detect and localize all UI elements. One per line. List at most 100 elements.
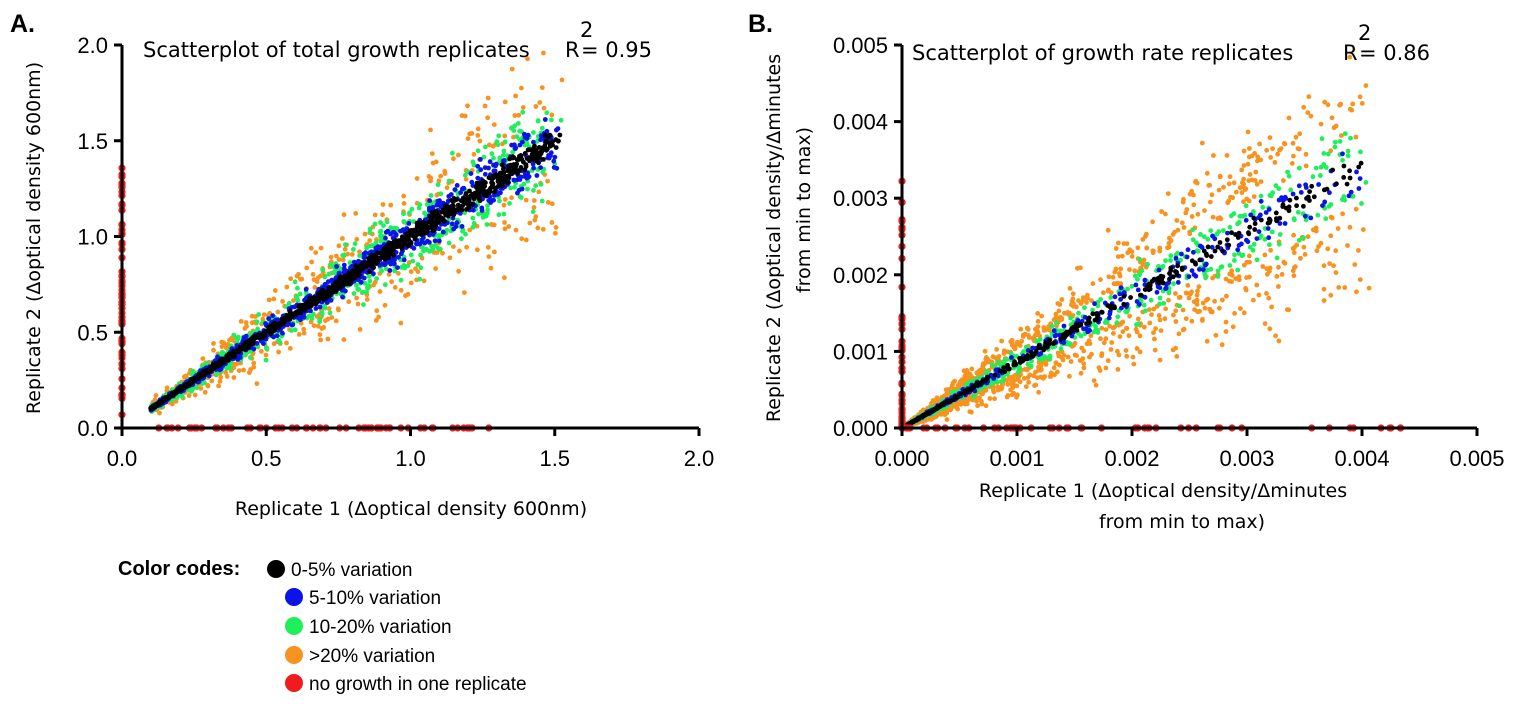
data-point (522, 135, 528, 140)
data-point (266, 316, 272, 321)
data-point (911, 418, 917, 424)
data-point (317, 332, 323, 337)
data-point (1340, 151, 1345, 157)
data-point (1068, 315, 1073, 321)
data-point (1254, 236, 1260, 242)
data-point (382, 262, 387, 268)
data-point (1318, 121, 1324, 127)
data-point (284, 284, 290, 290)
data-point (549, 117, 554, 123)
data-point (1117, 271, 1122, 276)
data-point (497, 198, 502, 204)
data-point (1243, 217, 1249, 223)
data-point (1325, 102, 1331, 108)
data-point (1292, 245, 1297, 250)
data-point (489, 180, 494, 186)
data-point (1204, 170, 1210, 176)
data-point (1341, 194, 1347, 199)
data-point (266, 297, 272, 303)
data-point (317, 304, 323, 310)
data-point (1157, 357, 1163, 363)
data-point (534, 173, 540, 178)
data-point (473, 194, 479, 199)
data-point (478, 157, 483, 162)
data-point (299, 303, 305, 309)
data-point (1239, 190, 1245, 196)
data-point (433, 159, 439, 165)
data-point (1231, 211, 1237, 217)
data-point (530, 209, 536, 215)
data-point (1303, 185, 1309, 190)
data-point (1246, 230, 1251, 236)
data-point (1041, 354, 1047, 359)
data-point (1358, 160, 1364, 166)
data-point (373, 240, 379, 246)
data-point (1111, 331, 1116, 336)
data-point (1106, 287, 1111, 293)
data-point (1211, 153, 1216, 158)
data-point (372, 279, 378, 285)
data-point (999, 338, 1004, 344)
data-point (1276, 338, 1282, 344)
data-point (1263, 210, 1269, 215)
data-point (479, 208, 485, 213)
data-point (1333, 270, 1339, 275)
data-point (1216, 187, 1222, 193)
data-point (1175, 280, 1181, 285)
data-point (1342, 131, 1348, 137)
data-point (1209, 244, 1215, 250)
data-point (1221, 228, 1226, 233)
data-point (1183, 316, 1189, 322)
data-point (1168, 253, 1174, 259)
data-point (1296, 183, 1302, 189)
data-point (1065, 354, 1071, 360)
data-point (976, 369, 982, 374)
data-point (451, 199, 456, 204)
data-point (1277, 221, 1283, 226)
data-point (428, 175, 434, 181)
data-point (990, 354, 996, 360)
data-point (497, 170, 503, 176)
data-point (1180, 307, 1186, 313)
data-point (1128, 295, 1133, 300)
data-point (1132, 273, 1138, 279)
data-point (289, 314, 294, 320)
data-point (1298, 255, 1303, 261)
data-point (1171, 281, 1176, 287)
data-point (439, 209, 444, 215)
data-point (1177, 303, 1182, 309)
data-point (1357, 277, 1363, 282)
data-point (308, 245, 314, 251)
data-point (484, 222, 490, 227)
data-point (1040, 375, 1046, 381)
data-point (1283, 196, 1289, 201)
data-point (1301, 104, 1307, 110)
data-point (1255, 154, 1261, 160)
data-point (531, 139, 536, 145)
data-point (944, 399, 950, 405)
data-point (446, 240, 452, 246)
data-point (476, 211, 481, 217)
data-point (459, 236, 464, 242)
data-point (417, 241, 423, 247)
data-point (1252, 178, 1258, 183)
data-point (407, 210, 412, 216)
data-point (481, 154, 487, 160)
data-point (254, 340, 260, 346)
panel-a-axes: 0.0 0.5 1.0 1.5 2.00.00.51.01.52.0 (77, 33, 714, 471)
data-point (366, 257, 372, 262)
data-point (922, 412, 928, 418)
data-point (1258, 179, 1264, 185)
data-point (1267, 265, 1273, 271)
data-point (1353, 206, 1359, 212)
data-point (1162, 316, 1168, 322)
data-point (395, 265, 400, 270)
panel-a-xlabel: Replicate 1 (Δoptical density 600nm) (235, 498, 587, 520)
data-point (1070, 296, 1076, 302)
data-point (364, 289, 369, 295)
data-point (1091, 378, 1097, 383)
data-point (412, 227, 417, 233)
data-point (356, 273, 362, 279)
data-point (1115, 348, 1120, 354)
